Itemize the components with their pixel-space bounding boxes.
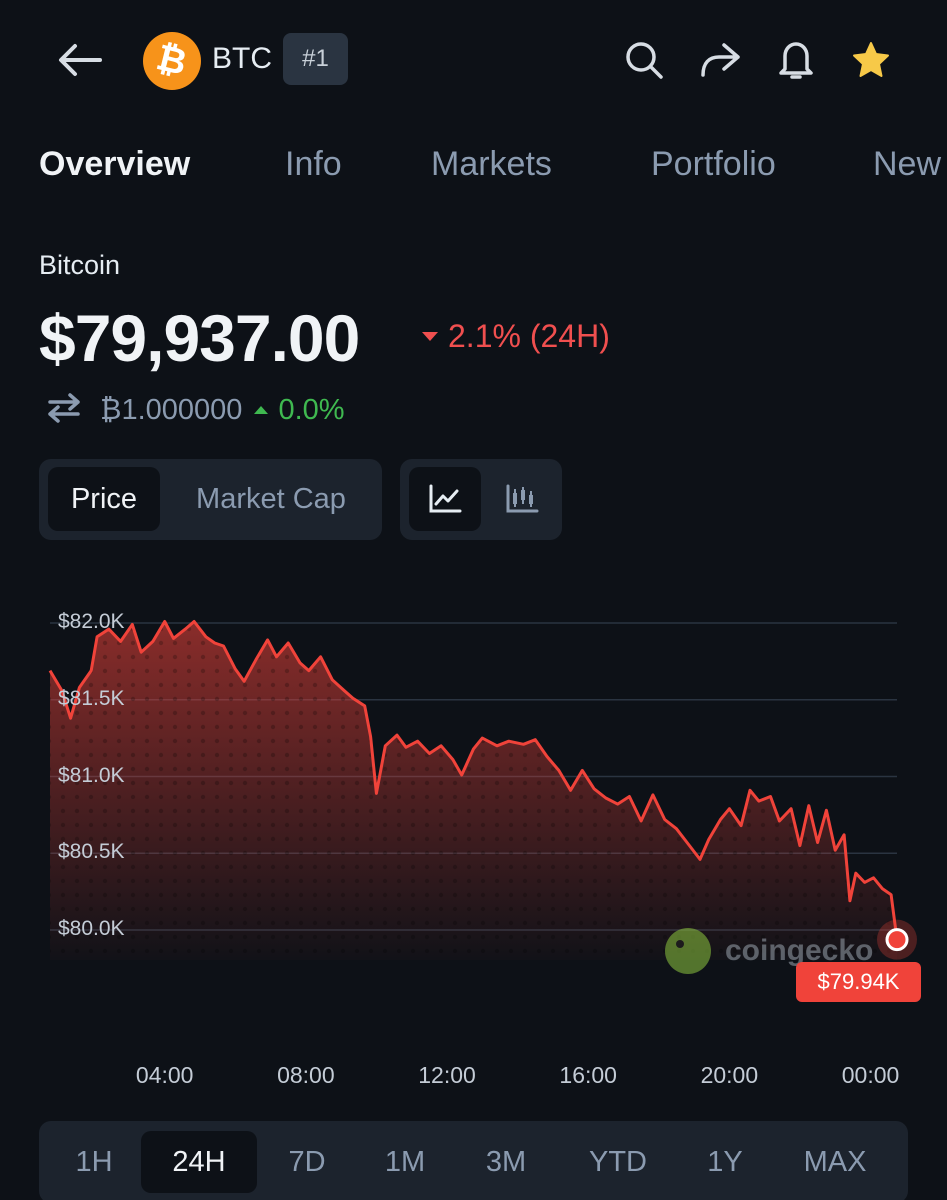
price-toggle-button[interactable]: Price (48, 467, 160, 531)
y-tick-label: $80.5K (58, 840, 125, 864)
market-cap-toggle-button[interactable]: Market Cap (196, 482, 346, 515)
range-button-7d[interactable]: 7D (288, 1145, 326, 1178)
price-area-dots (50, 621, 897, 960)
share-icon[interactable] (696, 36, 744, 84)
range-button-3m[interactable]: 3M (485, 1145, 527, 1178)
range-button-1y[interactable]: 1Y (707, 1145, 743, 1178)
last-price-tag: $79.94K (796, 962, 921, 1002)
tab-info[interactable]: Info (285, 145, 342, 183)
x-tick-label: 08:00 (277, 1062, 335, 1088)
x-tick-label: 00:00 (841, 1062, 900, 1088)
coin-symbol: BTC (212, 42, 272, 75)
x-tick-label: 16:00 (559, 1062, 617, 1088)
chart-type-toggle (400, 459, 562, 540)
x-tick-label: 20:00 (700, 1062, 759, 1088)
swap-icon[interactable] (46, 392, 82, 429)
x-tick-label: 04:00 (135, 1062, 194, 1088)
back-arrow-icon[interactable] (52, 36, 108, 84)
watermark-text: coingecko (725, 934, 874, 967)
candlestick-chart-icon[interactable] (486, 467, 558, 531)
x-tick-label: 12:00 (418, 1062, 476, 1088)
current-price: $79,937.00 (39, 301, 360, 375)
caret-down-icon (422, 332, 438, 341)
price-line (48, 620, 899, 940)
gecko-logo-icon (665, 928, 711, 974)
top-bar: ₿ BTC #1 (0, 28, 947, 92)
btc-change: 0.0% (254, 393, 345, 427)
y-tick-label: $82.0K (58, 610, 125, 633)
range-button-24h[interactable]: 24H (141, 1131, 257, 1193)
time-range-selector: 1H 24H 7D 1M 3M YTD 1Y MAX (39, 1121, 908, 1200)
btc-change-value: 0.0% (278, 393, 345, 426)
bitcoin-logo: ₿ (143, 32, 201, 90)
range-button-ytd[interactable]: YTD (589, 1145, 647, 1178)
price-chart[interactable]: $82.0K $81.5K $81.0K $80.5K $80.0K coingecko… (0, 580, 947, 1020)
tab-new[interactable]: New (873, 145, 942, 183)
tab-overview[interactable]: Overview (39, 145, 191, 183)
tab-portfolio[interactable]: Portfolio (651, 145, 776, 183)
y-tick-label: $81.5K (58, 686, 125, 710)
bell-icon[interactable] (772, 36, 820, 84)
search-icon[interactable] (620, 36, 668, 84)
coin-name: Bitcoin (39, 250, 121, 280)
range-button-max[interactable]: MAX (803, 1145, 867, 1178)
star-icon[interactable] (847, 36, 895, 84)
btc-conversion-row: ₿1.000000 0.0% (46, 390, 345, 430)
rank-badge: #1 (283, 33, 348, 85)
price-change-24h: 2.1% (24H) (422, 318, 610, 355)
y-tick-label: $81.0K (58, 763, 125, 787)
y-tick-label: $80.0K (58, 917, 125, 940)
range-button-1h[interactable]: 1H (75, 1145, 113, 1178)
tab-markets[interactable]: Markets (431, 145, 552, 183)
section-tabs: Overview Info Markets Portfolio New (0, 145, 947, 195)
caret-up-icon (254, 406, 269, 414)
metric-toggle: Price Market Cap (39, 459, 382, 540)
price-change-value: 2.1% (24H) (448, 318, 610, 354)
btc-value: ₿1.000000 (100, 393, 243, 426)
last-price-point (885, 928, 909, 952)
coingecko-watermark: coingecko (665, 928, 873, 974)
range-button-1m[interactable]: 1M (384, 1145, 426, 1178)
line-chart-icon[interactable] (409, 467, 481, 531)
price-chart-svg (48, 620, 917, 960)
